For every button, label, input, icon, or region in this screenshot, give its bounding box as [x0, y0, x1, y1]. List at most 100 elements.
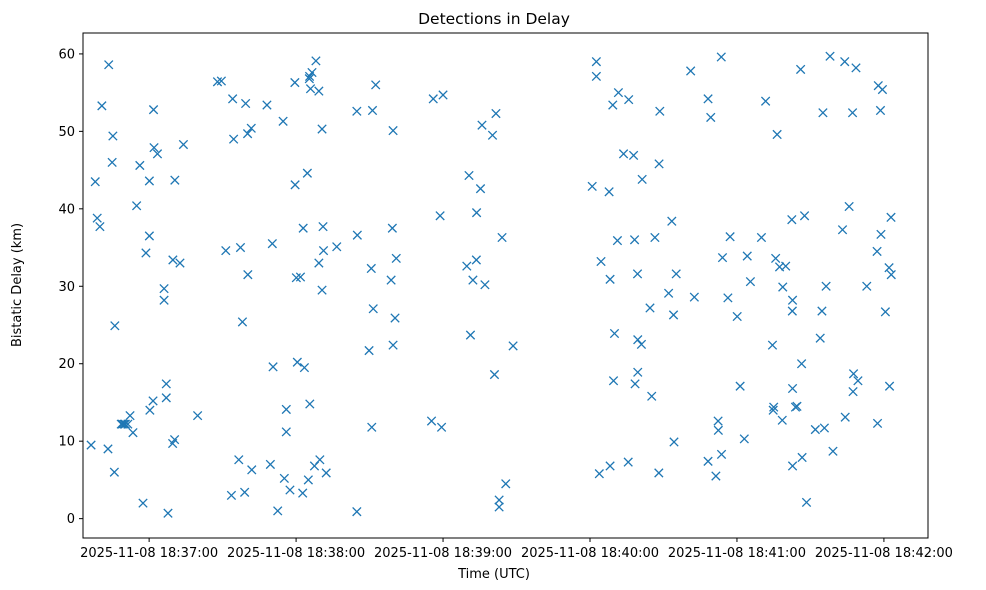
data-point [787, 295, 798, 305]
data-point [144, 231, 155, 241]
data-point [770, 253, 781, 264]
data-point [613, 87, 624, 98]
data-point [853, 376, 863, 386]
data-point [633, 367, 643, 377]
data-point [739, 434, 749, 444]
data-point [371, 80, 381, 90]
data-point [387, 223, 398, 233]
data-point [703, 94, 713, 104]
data-point [745, 276, 756, 287]
data-point [587, 181, 597, 192]
data-point [304, 74, 314, 84]
data-point [605, 461, 615, 471]
y-tick-label: 10 [58, 435, 75, 450]
data-point [769, 402, 779, 412]
data-point [108, 131, 118, 141]
data-point [305, 84, 316, 94]
data-point [703, 456, 713, 466]
data-point [311, 56, 321, 66]
x-axis-label: Time (UTC) [457, 567, 530, 582]
data-point [465, 330, 476, 340]
data-point [840, 56, 850, 67]
data-point [178, 139, 189, 150]
x-axis: 2025-11-08 18:37:00 2025-11-08 18:38:00 20… [80, 538, 953, 561]
data-point [628, 150, 639, 161]
data-point [145, 405, 155, 415]
data-point [317, 285, 327, 295]
data-point [471, 208, 482, 218]
data-point [247, 465, 257, 475]
data-point [825, 51, 835, 61]
data-point [796, 359, 807, 369]
data-point [386, 275, 396, 285]
data-point [290, 180, 300, 190]
data-point [636, 339, 647, 350]
data-point [388, 340, 398, 350]
data-point [246, 123, 256, 133]
data-point [428, 94, 438, 104]
data-point [435, 211, 445, 221]
data-point [464, 170, 474, 181]
data-point [240, 98, 251, 109]
data-point [234, 455, 244, 465]
data-point [618, 149, 629, 159]
data-point [767, 340, 778, 350]
data-point [119, 419, 129, 429]
data-point [268, 362, 278, 372]
x-tick-label: 2025-11-08 18:38:00 [227, 546, 365, 561]
data-point [227, 94, 238, 104]
data-point [711, 471, 721, 481]
data-point [768, 405, 778, 415]
data-point [221, 245, 231, 256]
data-point [689, 292, 699, 302]
data-point [633, 335, 643, 345]
data-point [637, 174, 647, 185]
data-point [630, 379, 640, 389]
data-point [352, 507, 362, 517]
data-point [508, 341, 518, 351]
x-tick-label: 2025-11-08 18:40:00 [521, 546, 659, 561]
data-point [273, 506, 283, 516]
data-point [778, 282, 788, 292]
data-point [663, 288, 674, 298]
data-point [315, 455, 325, 465]
data-point [629, 235, 640, 245]
plot-frame [82, 32, 929, 539]
data-point [90, 177, 100, 187]
data-point [877, 84, 888, 95]
data-point [756, 232, 767, 243]
data-point [772, 129, 782, 140]
data-point [262, 100, 272, 110]
data-point [667, 216, 677, 226]
data-point [292, 357, 302, 367]
data-point [872, 246, 882, 257]
data-point [391, 253, 401, 264]
data-point [594, 469, 604, 479]
data-point [713, 416, 723, 426]
data-point [367, 422, 377, 432]
data-point [735, 381, 745, 391]
data-point [494, 502, 504, 512]
data-point [290, 77, 300, 88]
data-point [880, 307, 891, 317]
data-point [475, 184, 486, 194]
data-point [840, 412, 850, 422]
data-point [817, 306, 827, 316]
data-point [110, 321, 120, 331]
data-point [390, 313, 400, 323]
data-point [159, 283, 169, 294]
data-point [307, 67, 317, 78]
y-tick-label: 60 [58, 47, 75, 62]
data-point [152, 149, 163, 159]
data-point [797, 452, 807, 463]
data-point [314, 86, 324, 96]
data-point [120, 419, 131, 429]
data-point [650, 232, 660, 243]
data-point [135, 160, 145, 171]
data-point [821, 281, 831, 291]
data-point [305, 399, 315, 409]
data-point [239, 487, 250, 497]
y-axis: 0 10 20 30 40 50 60 [58, 47, 83, 527]
data-point [477, 120, 487, 130]
data-point [237, 317, 248, 327]
